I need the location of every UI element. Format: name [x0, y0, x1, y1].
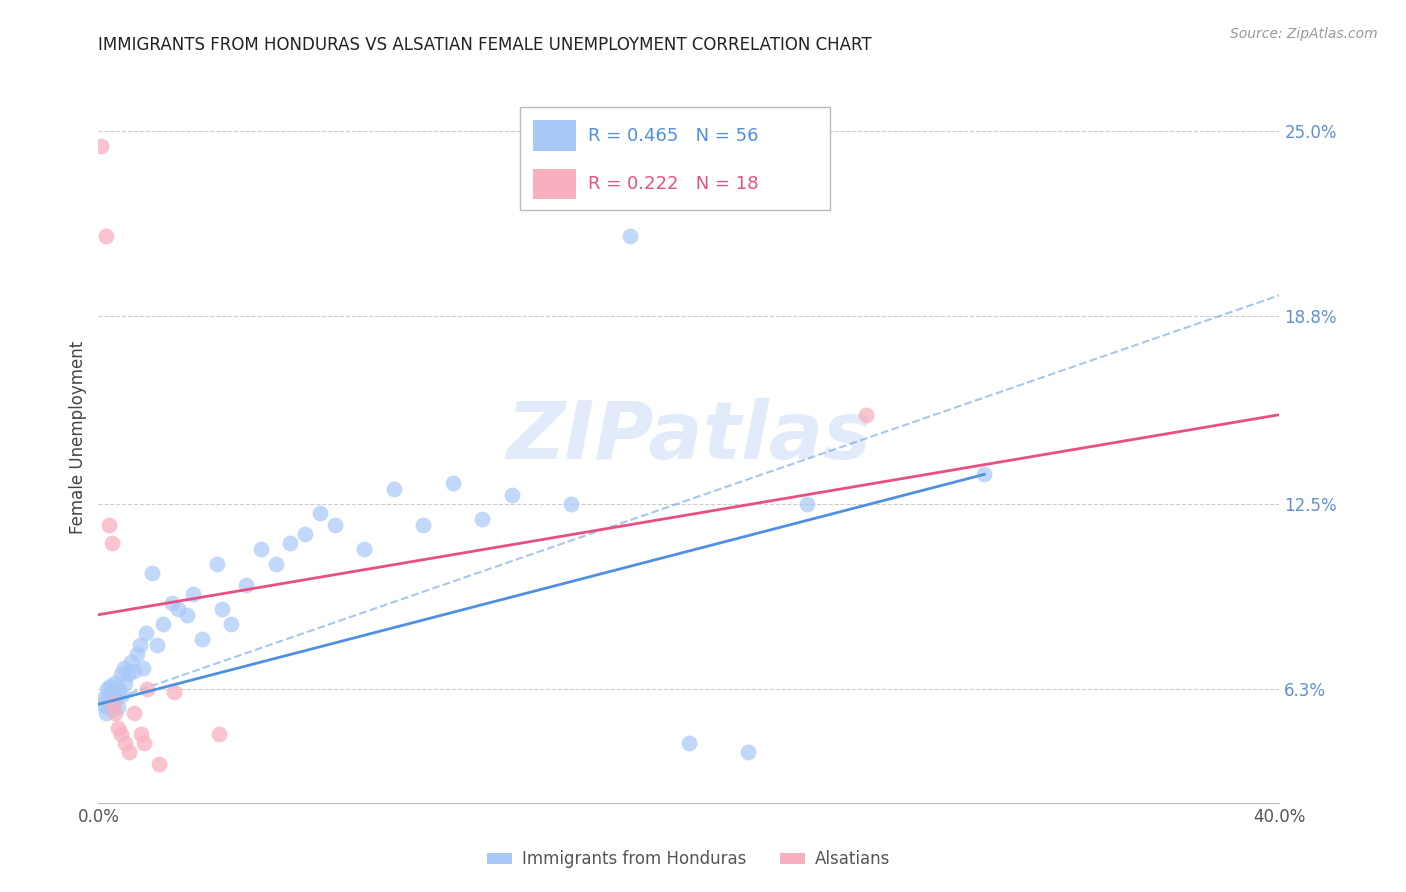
Point: [112, 661, 135, 675]
Point: [294, 527, 316, 541]
Point: [93, 691, 115, 706]
Point: [560, 497, 582, 511]
Point: [100, 536, 122, 550]
Point: [208, 727, 231, 741]
Point: [264, 557, 287, 571]
FancyBboxPatch shape: [533, 169, 576, 199]
Point: [110, 667, 132, 681]
Point: [471, 512, 494, 526]
Point: [103, 698, 125, 712]
Point: [129, 727, 152, 741]
Point: [221, 616, 243, 631]
Point: [96, 700, 118, 714]
Point: [353, 542, 375, 557]
Point: [94, 706, 117, 721]
Point: [118, 745, 141, 759]
Point: [125, 647, 148, 661]
Point: [141, 566, 163, 580]
Point: [250, 542, 273, 557]
Point: [181, 587, 204, 601]
Point: [162, 596, 183, 610]
Point: [323, 518, 346, 533]
Point: [146, 638, 169, 652]
Text: R = 0.222   N = 18: R = 0.222 N = 18: [588, 175, 759, 193]
Text: R = 0.465   N = 56: R = 0.465 N = 56: [588, 127, 759, 145]
Point: [98, 694, 121, 708]
Point: [108, 682, 131, 697]
Point: [278, 536, 302, 550]
Text: ZIPatlas: ZIPatlas: [506, 398, 872, 476]
Point: [107, 721, 129, 735]
Point: [128, 638, 150, 652]
Text: Source: ZipAtlas.com: Source: ZipAtlas.com: [1230, 27, 1378, 41]
Point: [132, 661, 155, 675]
Point: [111, 689, 134, 703]
Point: [134, 736, 156, 750]
Point: [96, 682, 118, 697]
Point: [91, 698, 114, 712]
Point: [103, 698, 125, 712]
FancyBboxPatch shape: [533, 120, 576, 151]
Point: [104, 706, 127, 721]
Point: [97, 689, 120, 703]
Point: [114, 676, 136, 690]
Point: [855, 408, 877, 422]
Point: [135, 625, 157, 640]
Point: [105, 691, 128, 706]
Point: [103, 685, 125, 699]
Point: [167, 601, 190, 615]
Point: [205, 557, 228, 571]
Point: [122, 665, 145, 679]
Point: [412, 518, 434, 533]
Point: [441, 476, 464, 491]
Point: [382, 483, 405, 497]
Point: [148, 756, 170, 771]
Point: [100, 703, 122, 717]
Text: IMMIGRANTS FROM HONDURAS VS ALSATIAN FEMALE UNEMPLOYMENT CORRELATION CHART: IMMIGRANTS FROM HONDURAS VS ALSATIAN FEM…: [98, 36, 872, 54]
Point: [110, 727, 132, 741]
Point: [152, 616, 174, 631]
Point: [107, 700, 129, 714]
Point: [309, 506, 332, 520]
Point: [97, 518, 120, 533]
Point: [90, 139, 112, 153]
Point: [737, 745, 759, 759]
Point: [211, 601, 233, 615]
Point: [176, 607, 198, 622]
Point: [98, 679, 121, 693]
Point: [120, 656, 142, 670]
Point: [114, 736, 136, 750]
Point: [163, 685, 186, 699]
Point: [973, 467, 995, 482]
Legend: Immigrants from Honduras, Alsatians: Immigrants from Honduras, Alsatians: [481, 844, 897, 875]
Point: [122, 706, 145, 721]
Point: [104, 676, 127, 690]
Point: [191, 632, 214, 646]
Point: [136, 682, 159, 697]
Point: [235, 578, 257, 592]
Point: [796, 497, 818, 511]
Point: [678, 736, 700, 750]
Point: [94, 228, 117, 243]
FancyBboxPatch shape: [520, 107, 830, 210]
Y-axis label: Female Unemployment: Female Unemployment: [69, 341, 87, 533]
Point: [619, 228, 641, 243]
Point: [117, 667, 139, 681]
Point: [501, 488, 523, 502]
